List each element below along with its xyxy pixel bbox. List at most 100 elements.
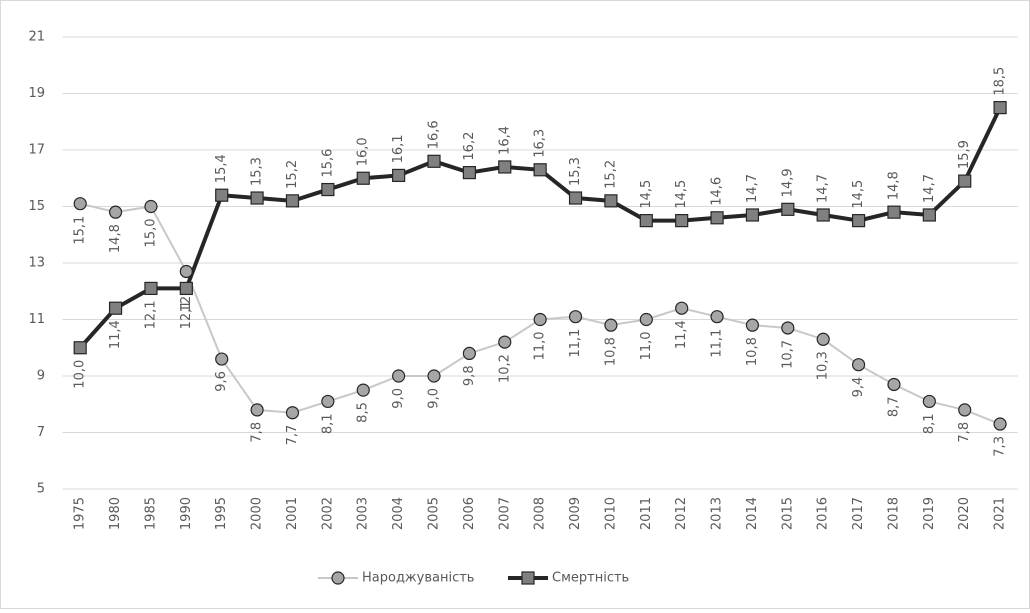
- data-label: 15,2: [285, 160, 300, 189]
- x-tick-label: 2001: [285, 497, 300, 530]
- x-tick-label: 2003: [356, 497, 371, 530]
- data-label: 14,5: [639, 180, 654, 209]
- marker: [745, 208, 760, 222]
- x-tick-label: 1980: [108, 497, 123, 530]
- y-tick-label: 5: [37, 482, 45, 497]
- marker: [179, 281, 193, 296]
- marker: [781, 202, 795, 216]
- marker: [710, 310, 724, 324]
- marker: [498, 160, 512, 174]
- data-label: 10,8: [745, 337, 760, 366]
- data-label: 14,6: [710, 177, 725, 206]
- marker: [215, 188, 229, 202]
- data-label: 9,4: [851, 377, 866, 398]
- x-tick-label: 2013: [710, 497, 725, 530]
- x-tick-label: 2010: [603, 497, 618, 530]
- marker: [144, 199, 158, 214]
- data-label: 15,0: [143, 219, 158, 248]
- legend-label: Народжуваність: [362, 571, 474, 586]
- marker: [851, 358, 866, 372]
- data-label: 7,8: [957, 422, 972, 443]
- x-tick-label: 2012: [674, 497, 689, 530]
- marker: [710, 211, 724, 225]
- marker: [675, 214, 689, 228]
- data-label: 14,8: [108, 224, 123, 253]
- marker: [356, 383, 370, 397]
- data-label: 11,4: [108, 320, 123, 349]
- data-label: 12,1: [179, 300, 194, 329]
- data-label: 14,5: [674, 180, 689, 209]
- data-label: 10,7: [780, 340, 795, 369]
- data-label: 16,1: [391, 134, 406, 163]
- data-label: 15,4: [214, 154, 229, 183]
- marker: [108, 301, 123, 315]
- x-tick-label: 2005: [427, 497, 442, 530]
- marker: [108, 205, 123, 219]
- marker: [851, 214, 866, 228]
- y-tick-label: 21: [28, 30, 45, 45]
- data-label: 10,2: [497, 354, 512, 383]
- data-label: 15,3: [250, 157, 265, 186]
- y-tick-label: 19: [28, 86, 45, 101]
- marker: [887, 377, 901, 392]
- marker: [427, 154, 441, 168]
- data-label: 16,4: [497, 126, 512, 155]
- x-tick-label: 2015: [780, 497, 795, 530]
- data-label: 12,1: [143, 300, 158, 329]
- data-label: 14,8: [886, 171, 901, 200]
- x-tick-label: 2019: [922, 497, 937, 530]
- marker: [922, 394, 936, 409]
- x-tick-label: 2008: [533, 497, 548, 530]
- marker: [215, 352, 229, 366]
- data-label: 8,5: [356, 402, 371, 423]
- data-label: 10,0: [73, 360, 88, 389]
- data-label: 16,2: [462, 132, 477, 161]
- marker: [568, 310, 583, 324]
- x-tick-label: 1975: [73, 497, 88, 530]
- data-label: 11,0: [639, 332, 654, 361]
- marker: [321, 394, 335, 409]
- x-tick-label: 2007: [497, 497, 512, 530]
- data-label: 18,5: [993, 67, 1008, 96]
- marker: [993, 417, 1007, 431]
- data-label: 15,2: [603, 160, 618, 189]
- legend-marker: [521, 571, 535, 585]
- marker: [356, 171, 370, 185]
- marker: [392, 369, 406, 383]
- legend-marker: [331, 571, 345, 585]
- x-tick-label: 2018: [886, 497, 901, 530]
- data-label: 7,7: [285, 425, 300, 446]
- marker: [250, 403, 264, 417]
- marker: [887, 205, 901, 219]
- x-tick-label: 1995: [214, 497, 229, 530]
- legend-label: Смертність: [552, 571, 629, 586]
- data-label: 8,1: [320, 413, 335, 434]
- marker: [285, 406, 300, 420]
- data-label: 8,1: [922, 413, 937, 434]
- marker: [392, 168, 406, 183]
- marker: [250, 191, 264, 205]
- marker: [816, 332, 830, 346]
- marker: [958, 174, 972, 188]
- marker: [73, 341, 87, 355]
- y-tick-label: 9: [37, 369, 45, 384]
- marker: [675, 301, 689, 315]
- data-label: 9,8: [462, 365, 477, 386]
- marker: [533, 312, 547, 327]
- data-label: 9,6: [214, 371, 229, 392]
- data-label: 11,1: [568, 329, 583, 358]
- marker: [462, 166, 476, 180]
- marker: [639, 214, 653, 228]
- data-label: 16,6: [427, 120, 442, 149]
- marker: [568, 191, 583, 205]
- marker: [922, 208, 936, 222]
- data-label: 9,0: [391, 388, 406, 409]
- data-label: 15,6: [320, 149, 335, 178]
- data-label: 14,7: [745, 174, 760, 203]
- x-tick-label: 2017: [851, 497, 866, 530]
- data-label: 7,3: [993, 436, 1008, 457]
- marker: [993, 101, 1007, 115]
- x-tick-label: 1985: [143, 497, 158, 530]
- data-label: 16,0: [356, 137, 371, 166]
